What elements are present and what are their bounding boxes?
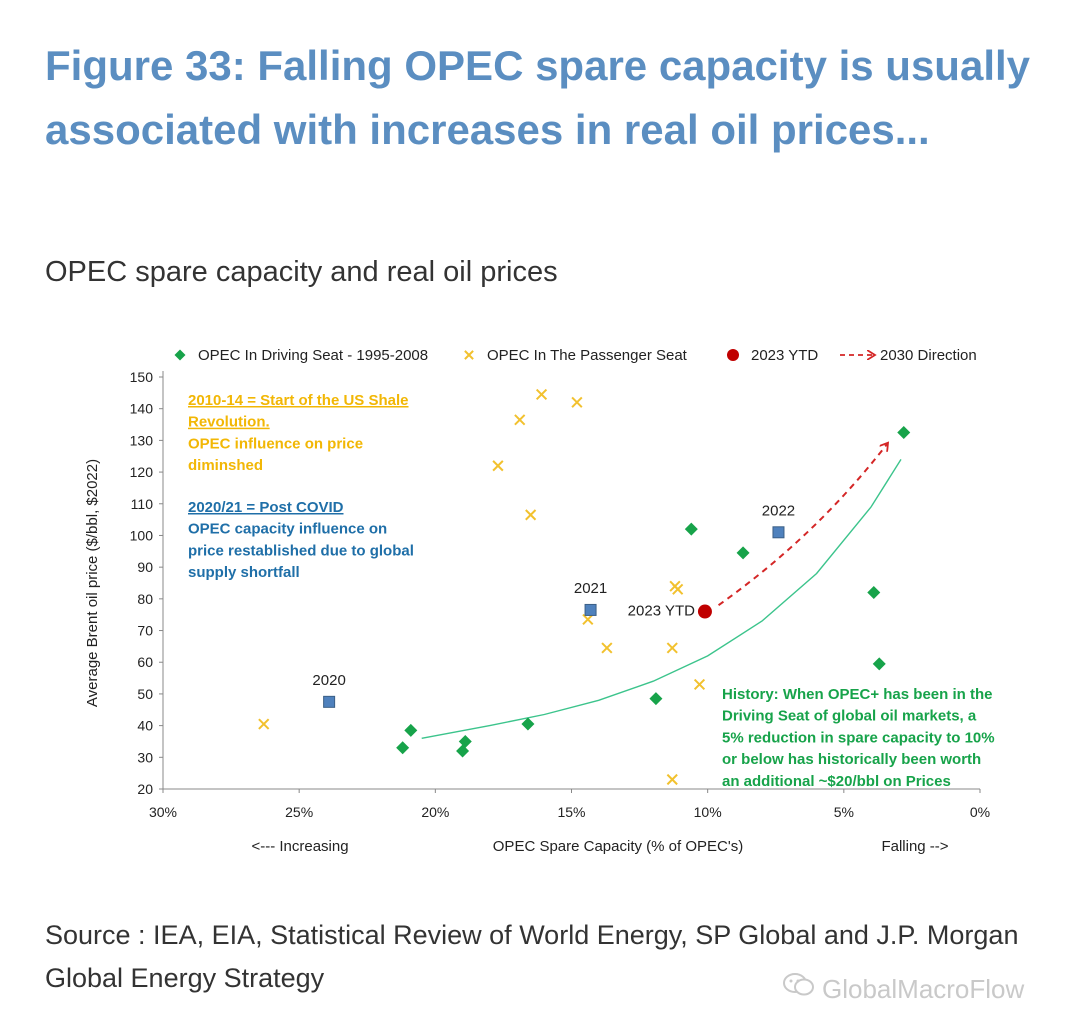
data-point-x: [258, 718, 270, 730]
data-point-diamond: [404, 723, 418, 737]
y-tick-label: 130: [130, 432, 154, 448]
y-tick-label: 100: [130, 527, 154, 543]
data-point-x: [571, 396, 583, 408]
chart-axes: 20 30 40 50 60 70 80 90 100 110 120 130 140 150 30% 25%…: [84, 369, 990, 855]
y-tick-label: 60: [137, 654, 153, 670]
annotation-covid-line: 2020/21 = Post COVID: [188, 499, 344, 516]
legend-diamond-symbol: [174, 349, 186, 361]
x-axis-right-note: Falling -->: [881, 838, 948, 855]
y-tick-label: 40: [137, 718, 153, 734]
legend-x-symbol: [464, 350, 474, 360]
data-point-diamond: [897, 425, 911, 439]
x-axis-title: OPEC Spare Capacity (% of OPEC's): [493, 838, 743, 855]
data-point-diamond: [458, 734, 472, 748]
annotation-shale-line: OPEC influence on price: [188, 435, 363, 452]
point-label: 2023 YTD: [628, 603, 695, 620]
data-point-diamond: [521, 717, 535, 731]
x-tick-label: 20%: [421, 804, 449, 820]
y-tick-label: 120: [130, 464, 154, 480]
data-point-diamond: [872, 657, 886, 671]
source-note: Source : IEA, EIA, Statistical Review of…: [45, 920, 1019, 993]
watermark-text: GlobalMacroFlow: [822, 974, 1025, 1004]
x-axis-left-note: <--- Increasing: [251, 838, 348, 855]
annotation-shale-line: diminshed: [188, 457, 263, 474]
year-point-label: 2021: [574, 580, 607, 597]
annotation-history-line: or below has historically been worth: [722, 751, 981, 768]
data-point-diamond: [396, 741, 410, 755]
trendline-layer: [421, 459, 902, 739]
y-tick-label: 20: [137, 781, 153, 797]
year-point-label: 2020: [312, 672, 345, 689]
x-tick-label: 30%: [149, 804, 177, 820]
data-point-x: [666, 642, 678, 654]
annotation-history-line: an additional ~$20/bbl on Prices: [722, 773, 951, 790]
data-point-circle: [697, 604, 712, 619]
data-point-x: [693, 678, 706, 690]
figure-subtitle: OPEC spare capacity and real oil prices: [45, 256, 558, 288]
data-point-x: [601, 642, 613, 654]
direction-arrow-2030: [717, 444, 888, 606]
watermark: GlobalMacroFlow: [782, 972, 1024, 1005]
y-tick-label: 150: [130, 369, 154, 385]
scatter-chart: OPEC In Driving Seat - 1995-2008 OPEC In …: [84, 347, 995, 855]
points-layer: 2020 2021 2022 2023 YTD: [258, 388, 911, 786]
x-tick-label: 10%: [694, 804, 722, 820]
data-point-x: [525, 509, 537, 521]
data-point-x: [514, 414, 526, 426]
annotation-history-line: Driving Seat of global oil markets, a: [722, 708, 977, 725]
y-tick-label: 110: [131, 496, 154, 512]
data-point-x: [492, 460, 504, 472]
y-tick-label: 140: [130, 401, 154, 417]
data-point-diamond: [684, 522, 698, 536]
x-tick-label: 25%: [285, 804, 313, 820]
annotation-history-line: 5% reduction in spare capacity to 10%: [722, 729, 995, 746]
legend-label: 2023 YTD: [751, 347, 818, 364]
annotation-shale-line: Revolution.: [188, 414, 270, 431]
data-point-x: [672, 583, 684, 595]
data-point-x: [535, 388, 548, 401]
data-point-diamond: [649, 692, 663, 706]
y-tick-label: 90: [137, 559, 153, 575]
y-tick-label: 70: [137, 623, 153, 639]
legend-label: 2030 Direction: [880, 347, 977, 364]
y-tick-label: 50: [137, 686, 153, 702]
y-tick-label: 30: [137, 749, 153, 765]
figure-title: Figure 33: Falling OPEC spare capacity i…: [45, 42, 1031, 153]
year-point-marker: [584, 603, 597, 616]
data-point-x: [666, 773, 678, 786]
year-point-marker: [772, 526, 785, 539]
data-point-diamond: [867, 586, 881, 600]
data-point-x: [582, 613, 594, 626]
x-tick-label: 15%: [557, 804, 585, 820]
annotation-covid-line: price restablished due to global: [188, 542, 414, 559]
trendline: [421, 459, 902, 739]
annotation-covid-line: supply shortfall: [188, 564, 300, 581]
y-axis-title: Average Brent oil price ($/bbl, $2022): [84, 459, 101, 707]
data-point-diamond: [456, 744, 470, 758]
annotation-shale-line: 2010-14 = Start of the US Shale: [188, 392, 409, 409]
legend-label: OPEC In Driving Seat - 1995-2008: [198, 347, 428, 364]
legend-circle-symbol: [727, 349, 739, 361]
y-tick-label: 80: [137, 591, 153, 607]
x-tick-label: 5%: [834, 804, 854, 820]
chart-legend: OPEC In Driving Seat - 1995-2008 OPEC In …: [174, 347, 977, 364]
year-point-label: 2022: [762, 502, 795, 519]
data-point-diamond: [736, 546, 750, 560]
annotation-history-line: History: When OPEC+ has been in the: [722, 686, 992, 703]
x-tick-label: 0%: [970, 804, 990, 820]
annotations-layer: 2010-14 = Start of the US Shale Revolutio…: [188, 392, 995, 790]
legend-label: OPEC In The Passenger Seat: [487, 347, 688, 364]
year-point-marker: [323, 695, 336, 708]
wechat-icon: [782, 972, 816, 1005]
annotation-covid-line: OPEC capacity influence on: [188, 521, 387, 538]
